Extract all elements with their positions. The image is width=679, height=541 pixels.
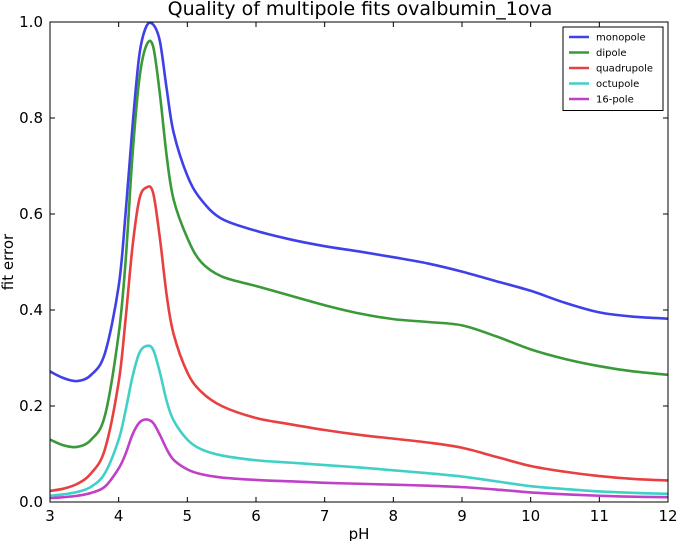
legend-label-dipole: dipole <box>596 48 627 59</box>
series-line-monopole <box>49 21 669 383</box>
series-line-16-pole <box>49 418 669 500</box>
y-axis: 0.0 0.2 0.4 0.6 0.8 1.0 <box>19 13 668 511</box>
x-tick-label: 5 <box>183 507 193 525</box>
x-tick-label: 12 <box>658 507 677 525</box>
y-tick-label: 0.4 <box>19 301 43 319</box>
x-tick-label: 6 <box>251 507 261 525</box>
x-axis: 3 4 5 6 7 8 9 10 11 12 <box>45 22 678 525</box>
x-tick-label: 10 <box>521 507 540 525</box>
x-tick-label: 11 <box>590 507 609 525</box>
y-tick-label: 0.6 <box>19 205 43 223</box>
series-layer <box>49 21 669 500</box>
legend-label-16-pole: 16-pole <box>596 95 634 106</box>
x-axis-label: pH <box>349 525 370 541</box>
chart-title: Quality of multipole fits ovalbumin_1ova <box>168 0 553 20</box>
y-tick-label: 1.0 <box>19 13 43 31</box>
y-tick-label: 0.2 <box>19 397 43 415</box>
series-line-quadrupole <box>49 185 669 493</box>
x-tick-label: 4 <box>114 507 124 525</box>
legend: monopole dipole quadrupole octupole 16-pole <box>562 26 664 111</box>
legend-label-octupole: octupole <box>596 79 639 90</box>
series-line-dipole <box>49 39 669 449</box>
series-line-octupole <box>49 344 669 498</box>
x-tick-label: 9 <box>457 507 467 525</box>
legend-label-quadrupole: quadrupole <box>596 64 653 75</box>
plot-frame <box>49 21 669 503</box>
x-tick-label: 7 <box>320 507 330 525</box>
legend-label-monopole: monopole <box>596 33 646 44</box>
x-tick-label: 8 <box>389 507 399 525</box>
x-tick-label: 3 <box>45 507 55 525</box>
y-tick-label: 0.0 <box>19 493 43 511</box>
y-axis-label: fit error <box>0 233 17 290</box>
y-tick-label: 0.8 <box>19 109 43 127</box>
